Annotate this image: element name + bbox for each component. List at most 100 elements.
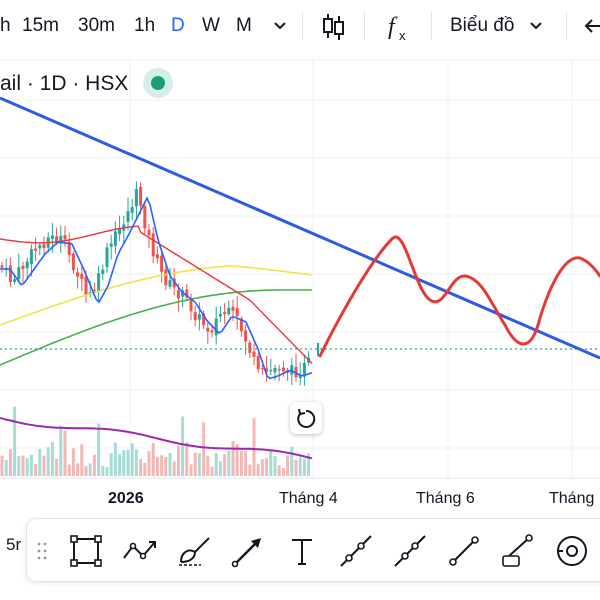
volume-bar	[298, 457, 302, 476]
candle-body	[155, 254, 159, 259]
candle-body	[126, 211, 130, 222]
candle-body	[25, 261, 29, 269]
candle-body	[176, 290, 180, 299]
fx-icon[interactable]: f x	[385, 0, 413, 52]
candle-body	[29, 249, 33, 265]
volume-bar	[160, 455, 164, 476]
volume-bar	[290, 446, 294, 476]
candle-body	[239, 318, 243, 332]
layout-select[interactable]: Biểu đồ	[450, 15, 515, 36]
chevron-down-icon[interactable]	[270, 0, 290, 52]
volume-bar	[227, 450, 231, 476]
candle-body	[147, 229, 151, 236]
divider	[302, 12, 303, 40]
rectangle-icon[interactable]	[67, 532, 105, 570]
volume-bars	[0, 406, 311, 476]
interval-label[interactable]: 5r	[6, 535, 22, 554]
drag-handle-icon[interactable]	[37, 541, 47, 561]
refresh-icon	[297, 408, 316, 428]
brush-icon[interactable]	[175, 532, 213, 570]
volume-bar	[38, 448, 42, 476]
symbol-legend[interactable]: ail · 1D · HSX	[0, 72, 129, 95]
drawing-toolbar	[26, 518, 600, 582]
volume-bar	[239, 450, 243, 476]
time-axis-label: Tháng 4	[279, 490, 338, 507]
moving-average-fast	[0, 196, 313, 380]
volume-bar	[105, 467, 109, 476]
interval-15m[interactable]: 15m	[22, 15, 59, 36]
candle-body	[151, 233, 155, 257]
volume-bar	[155, 456, 159, 476]
time-axis-label: 2026	[108, 490, 144, 507]
volume-bar	[113, 442, 117, 476]
volume-bar	[218, 461, 222, 476]
ray-icon[interactable]	[337, 532, 375, 570]
candle-body	[172, 278, 176, 288]
svg-text:x: x	[399, 28, 406, 43]
candle-body	[34, 248, 38, 251]
candle-body	[185, 289, 189, 298]
moving-average-slow	[0, 265, 313, 326]
path-icon[interactable]	[121, 532, 159, 570]
candle-body	[290, 365, 294, 375]
chevron-down-icon[interactable]	[526, 0, 546, 52]
volume-bar	[193, 452, 197, 476]
interval-h[interactable]: h	[0, 15, 11, 36]
candle-body	[294, 366, 298, 378]
candle-body	[92, 289, 96, 291]
candle-body	[59, 235, 63, 243]
moving-average-long	[0, 289, 312, 366]
volume-bar	[197, 453, 201, 476]
candle-body	[248, 342, 252, 353]
volume-bar	[0, 455, 4, 476]
candle-body	[113, 231, 117, 246]
volume-bar	[147, 451, 151, 476]
candle-body	[202, 313, 206, 326]
reset-chart-button[interactable]	[290, 402, 322, 434]
volume-bar	[84, 466, 88, 476]
candle-body	[109, 243, 113, 247]
trend-line-icon[interactable]	[391, 532, 429, 570]
candle-body	[298, 374, 302, 379]
arrow-left-icon[interactable]	[582, 0, 600, 52]
volume-bar	[181, 416, 185, 476]
candle-body	[227, 307, 231, 315]
interval-w[interactable]: W	[202, 15, 220, 36]
volume-bar	[248, 464, 252, 476]
info-line-icon[interactable]	[499, 532, 537, 570]
interval-m[interactable]: M	[236, 15, 252, 36]
volume-bar	[223, 454, 227, 476]
candle-body	[139, 186, 143, 206]
volume-bar	[286, 455, 290, 476]
candle-body	[252, 351, 256, 357]
interval-d[interactable]: D	[171, 15, 185, 36]
trend-line-drawing[interactable]	[0, 96, 600, 360]
cursor-icon[interactable]	[553, 532, 591, 570]
candle-body	[223, 312, 227, 315]
candles-icon[interactable]	[320, 0, 346, 52]
candle-body	[273, 367, 277, 373]
candle-body	[302, 362, 306, 377]
brush-drawing[interactable]	[318, 235, 600, 358]
volume-bar	[21, 455, 25, 476]
candle-body	[269, 370, 273, 372]
arrow-icon[interactable]	[229, 532, 267, 570]
volume-bar	[273, 456, 277, 476]
candle-body	[17, 267, 21, 279]
candle-body	[63, 234, 67, 240]
volume-bar	[126, 449, 130, 476]
candle-body	[134, 188, 138, 207]
interval-30m[interactable]: 30m	[78, 15, 115, 36]
volume-bar	[92, 454, 96, 476]
status-dot	[151, 76, 165, 90]
volume-bar	[50, 442, 54, 476]
svg-text:f: f	[388, 14, 398, 40]
line-icon[interactable]	[445, 532, 483, 570]
interval-1h[interactable]: 1h	[134, 15, 156, 36]
candle-body	[160, 255, 164, 272]
volume-bar	[55, 458, 59, 476]
volume-bar	[206, 455, 210, 476]
text-icon[interactable]	[283, 532, 321, 570]
volume-bar	[185, 442, 189, 476]
